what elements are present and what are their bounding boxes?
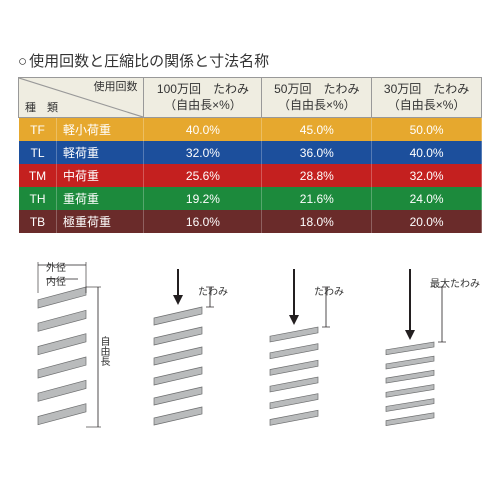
row-label: 軽小荷重 — [57, 118, 144, 142]
row-value: 20.0% — [372, 210, 482, 233]
table-row: TM中荷重25.6%28.8%32.0% — [19, 164, 482, 187]
header-col-1: 50万回 たわみ （自由長×%） — [262, 78, 372, 118]
row-value: 36.0% — [262, 141, 372, 164]
row-value: 21.6% — [262, 187, 372, 210]
row-label: 中荷重 — [57, 164, 144, 187]
row-code: TH — [19, 187, 57, 210]
diagram-free-length: 外径 内径 自由長 — [26, 261, 126, 431]
row-value: 24.0% — [372, 187, 482, 210]
diagram-deflection-1: たわみ — [142, 261, 242, 431]
row-label: 極重荷重 — [57, 210, 144, 233]
row-code: TL — [19, 141, 57, 164]
row-value: 32.0% — [144, 141, 262, 164]
header-type: 使用回数 種 類 — [19, 78, 144, 118]
table-row: TH重荷重19.2%21.6%24.0% — [19, 187, 482, 210]
table-row: TF軽小荷重40.0%45.0%50.0% — [19, 118, 482, 142]
row-value: 32.0% — [372, 164, 482, 187]
row-value: 16.0% — [144, 210, 262, 233]
row-value: 28.8% — [262, 164, 372, 187]
spec-table: 使用回数 種 類 100万回 たわみ （自由長×%） 50万回 たわみ （自由長… — [18, 77, 482, 233]
row-value: 19.2% — [144, 187, 262, 210]
row-value: 40.0% — [144, 118, 262, 142]
table-row: TL軽荷重32.0%36.0%40.0% — [19, 141, 482, 164]
row-label: 軽荷重 — [57, 141, 144, 164]
diagram-max-deflection: 最大たわみ — [374, 261, 474, 431]
page-title: 使用回数と圧縮比の関係と寸法名称 — [18, 50, 482, 71]
row-label: 重荷重 — [57, 187, 144, 210]
row-value: 40.0% — [372, 141, 482, 164]
header-col-0: 100万回 たわみ （自由長×%） — [144, 78, 262, 118]
spring-diagrams: 外径 内径 自由長 たわみ たわみ 最大たわみ — [18, 261, 482, 431]
row-code: TF — [19, 118, 57, 142]
row-value: 50.0% — [372, 118, 482, 142]
row-code: TB — [19, 210, 57, 233]
table-row: TB極重荷重16.0%18.0%20.0% — [19, 210, 482, 233]
row-value: 18.0% — [262, 210, 372, 233]
diagram-deflection-2: たわみ — [258, 261, 358, 431]
row-value: 25.6% — [144, 164, 262, 187]
row-code: TM — [19, 164, 57, 187]
header-col-2: 30万回 たわみ （自由長×%） — [372, 78, 482, 118]
row-value: 45.0% — [262, 118, 372, 142]
